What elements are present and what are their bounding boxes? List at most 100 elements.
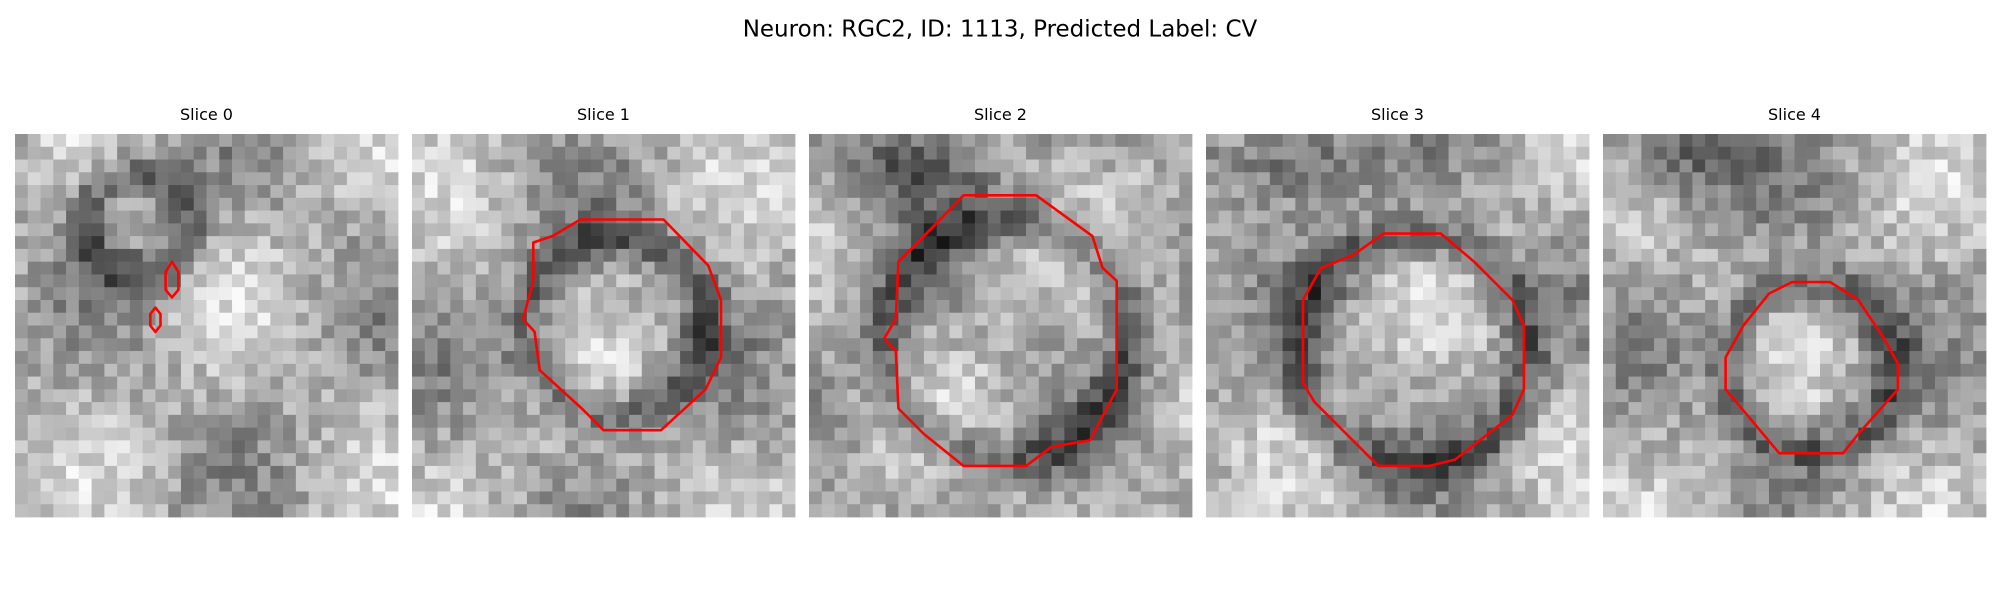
pixel <box>1654 351 1668 365</box>
pixel <box>590 351 604 365</box>
pixel <box>1909 478 1923 492</box>
pixel <box>654 287 668 301</box>
pixel <box>629 504 643 518</box>
pixel <box>1423 299 1437 314</box>
pixel <box>219 427 233 441</box>
pixel <box>782 146 796 160</box>
pixel <box>603 312 617 326</box>
pixel <box>180 146 195 160</box>
pixel <box>78 414 92 429</box>
pixel <box>1269 299 1283 314</box>
pixel <box>692 376 707 390</box>
pixel <box>1603 236 1617 250</box>
pixel <box>346 504 361 518</box>
pixel <box>1603 453 1617 467</box>
pixel <box>1179 223 1193 237</box>
pixel <box>1947 351 1961 365</box>
pixel <box>244 134 258 148</box>
pixel <box>809 287 823 301</box>
pixel <box>1435 248 1449 263</box>
pixel <box>1410 478 1424 492</box>
pixel <box>463 274 477 288</box>
pixel <box>1512 351 1526 365</box>
pixel <box>1768 453 1783 467</box>
pixel <box>488 210 502 224</box>
pixel <box>1934 210 1949 224</box>
pixel <box>129 159 144 173</box>
pixel <box>1832 210 1846 224</box>
pixel <box>1346 491 1360 505</box>
pixel <box>514 325 528 339</box>
pixel <box>1026 210 1040 224</box>
pixel <box>1756 389 1770 403</box>
pixel <box>1333 453 1347 467</box>
pixel <box>1257 248 1271 263</box>
pixel <box>1666 210 1680 224</box>
pixel <box>308 261 322 275</box>
pixel <box>437 402 451 416</box>
pixel <box>987 159 1001 173</box>
pixel <box>1871 414 1885 429</box>
pixel <box>1973 312 1987 326</box>
pixel <box>1768 146 1783 160</box>
pixel <box>1896 363 1910 377</box>
pixel <box>1794 440 1808 454</box>
pixel <box>244 274 258 288</box>
pixel <box>1140 210 1155 224</box>
pixel <box>847 172 861 186</box>
pixel <box>1628 185 1642 199</box>
pixel <box>501 325 515 339</box>
pixel <box>270 299 284 314</box>
pixel <box>911 223 925 237</box>
pixel <box>232 376 246 390</box>
pixel <box>667 465 681 480</box>
pixel <box>1461 504 1475 518</box>
pixel <box>1717 172 1732 186</box>
pixel <box>1512 465 1526 480</box>
pixel <box>680 261 694 275</box>
pixel <box>911 453 925 467</box>
pixel <box>1397 491 1411 505</box>
pixel <box>1845 197 1859 211</box>
pixel <box>1705 134 1719 148</box>
pixel <box>1308 465 1322 480</box>
pixel <box>1499 504 1513 518</box>
pixel <box>1166 427 1180 441</box>
pixel <box>321 159 335 173</box>
pixel <box>1628 261 1642 275</box>
pixel <box>450 414 464 429</box>
pixel <box>834 478 848 492</box>
pixel <box>193 172 207 186</box>
pixel <box>809 185 823 199</box>
pixel <box>346 236 361 250</box>
pixel <box>53 465 67 480</box>
pixel <box>117 197 131 211</box>
pixel <box>1115 389 1129 403</box>
pixel <box>872 274 886 288</box>
pixel <box>1206 210 1220 224</box>
pixel <box>641 274 655 288</box>
pixel <box>385 223 399 237</box>
pixel <box>1730 453 1744 467</box>
pixel <box>1947 299 1961 314</box>
pixel <box>1666 172 1680 186</box>
pixel <box>1179 363 1193 377</box>
pixel <box>488 172 502 186</box>
pixel <box>1781 134 1795 148</box>
pixel <box>769 427 783 441</box>
pixel <box>244 440 258 454</box>
pixel <box>872 363 886 377</box>
pixel <box>654 440 668 454</box>
pixel <box>91 338 105 352</box>
pixel <box>1051 465 1065 480</box>
pixel <box>295 325 310 339</box>
pixel <box>1064 299 1078 314</box>
pixel <box>1346 146 1360 160</box>
pixel <box>1781 146 1795 160</box>
pixel <box>1666 248 1680 263</box>
pixel <box>1666 197 1680 211</box>
pixel <box>180 248 195 263</box>
pixel <box>346 248 361 263</box>
pixel <box>809 376 823 390</box>
pixel <box>78 389 92 403</box>
